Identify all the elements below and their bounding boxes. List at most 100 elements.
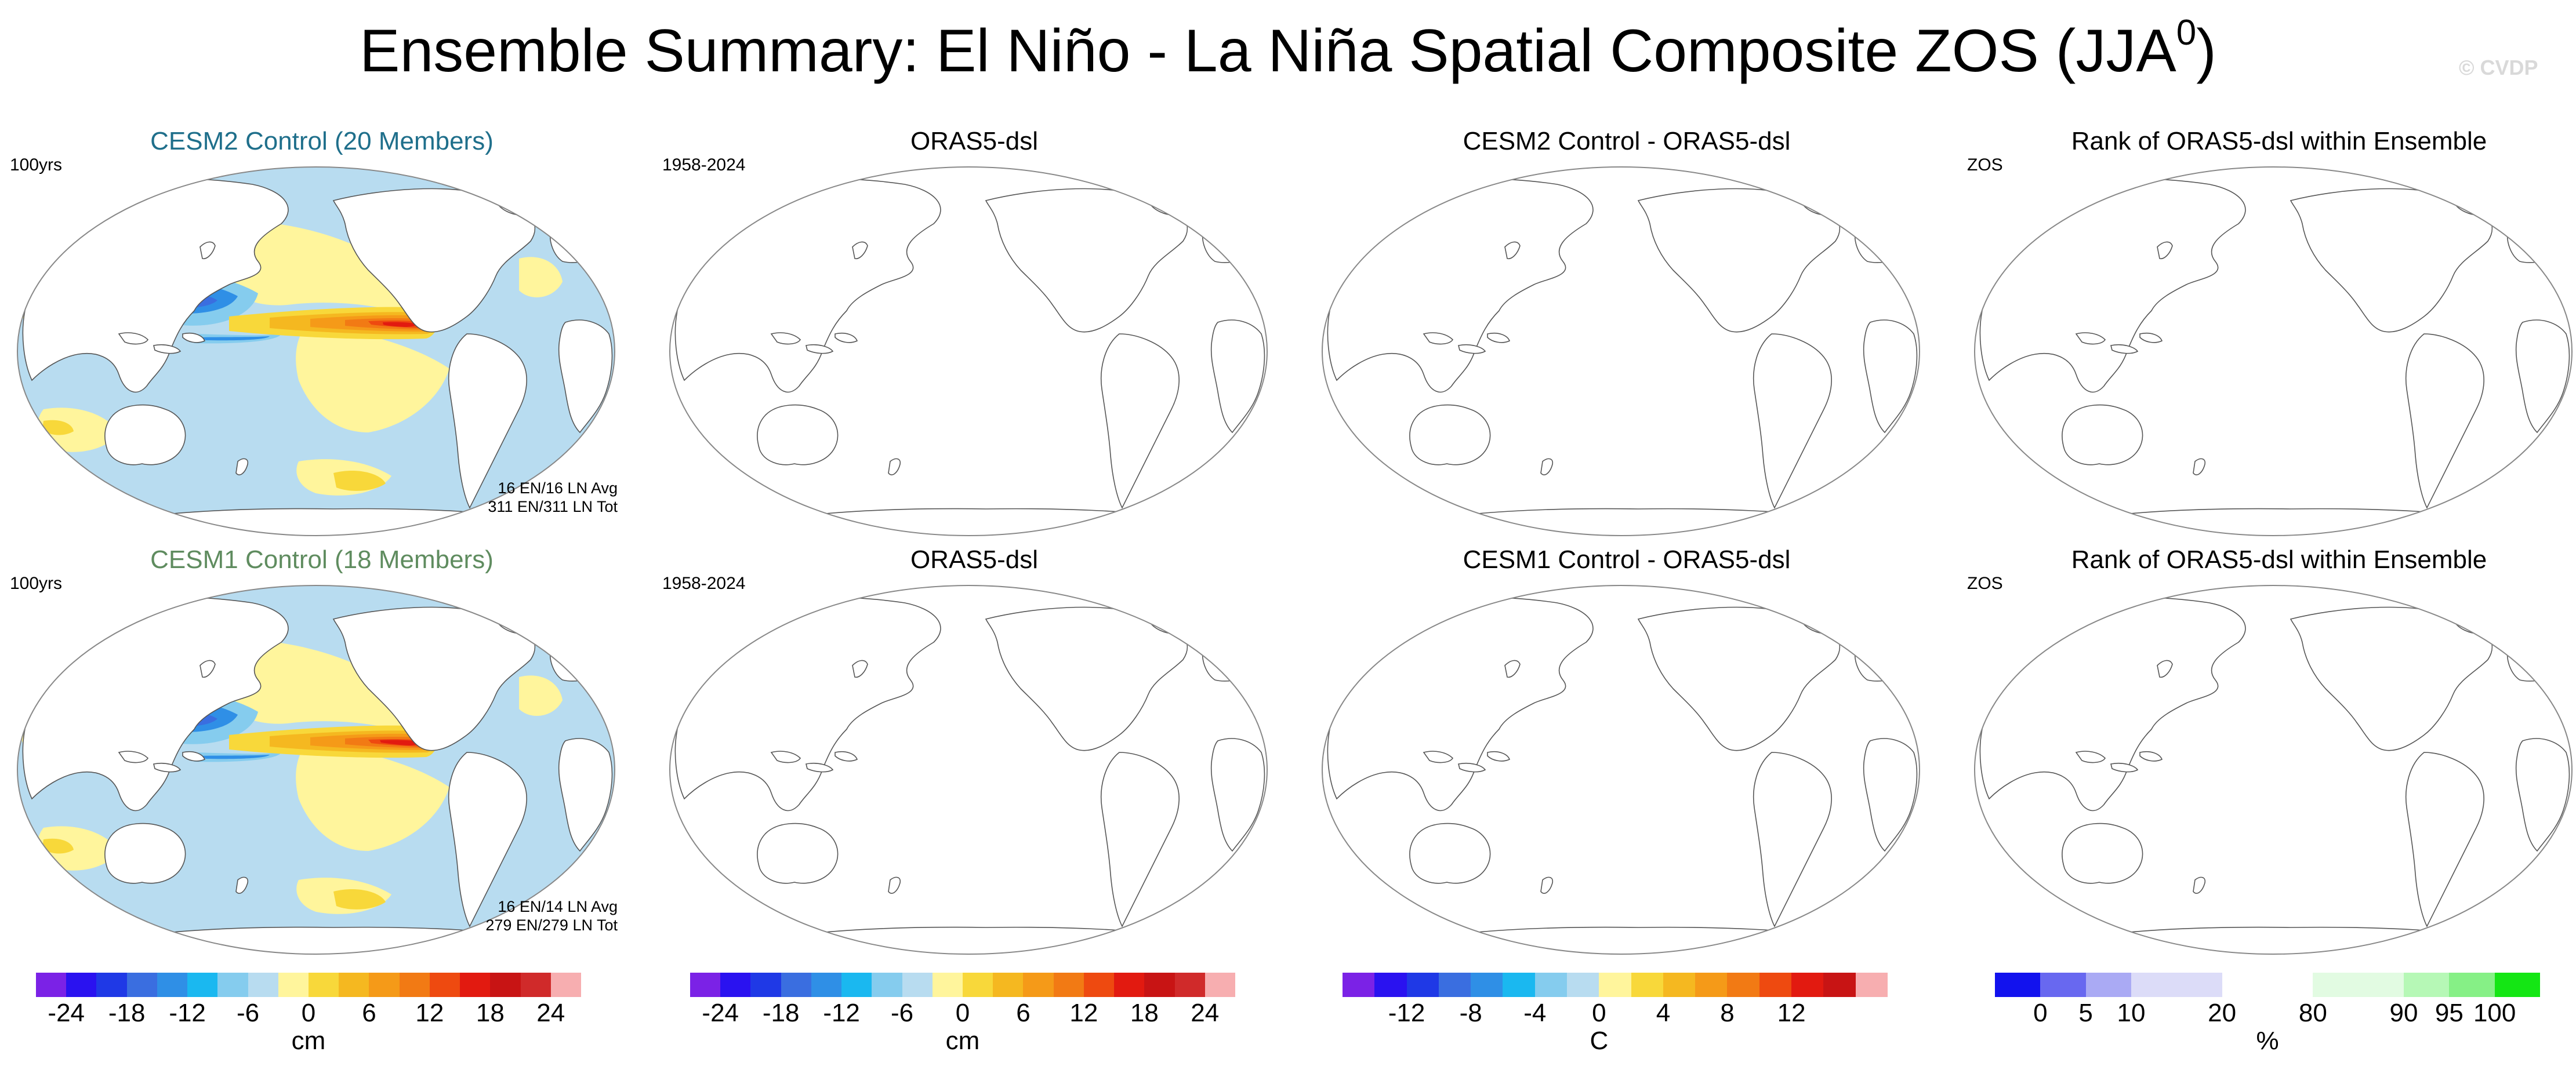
- continent-indonesia: [770, 332, 858, 354]
- colorbar-swatch: [1855, 973, 1888, 997]
- colorbar: -12 -8 -4 0 4 8 12 C: [1343, 973, 1888, 1060]
- map-svg: [1974, 585, 2573, 955]
- continent-nz: [1540, 458, 1554, 475]
- colorbar-swatch: [2358, 973, 2404, 997]
- map-svg: [17, 166, 615, 536]
- world-map: [1966, 579, 2576, 964]
- continent-japan: [199, 660, 216, 678]
- anomaly-contour: [200, 336, 270, 341]
- continent-nz: [235, 876, 249, 894]
- continent-nz: [2193, 876, 2206, 894]
- map-svg: [1322, 166, 1920, 536]
- colorbar-tick-label: 95: [2434, 999, 2463, 1027]
- anomaly-contour: [383, 322, 418, 327]
- colorbar-swatch: [550, 973, 581, 997]
- panel-title: ORAS5-dsl: [910, 127, 1039, 155]
- colorbar-unit-label: C: [1590, 1027, 1609, 1055]
- colorbar-swatch: [460, 973, 491, 997]
- colorbar-swatch: [902, 973, 933, 997]
- map-content: [672, 596, 1265, 954]
- colorbar-tick-label: 0: [2033, 999, 2048, 1027]
- colorbar-tick-label: -18: [108, 999, 146, 1027]
- colorbar-swatch: [1791, 973, 1824, 997]
- continent-africa: [558, 738, 613, 852]
- map-panel: CESM1 Control (18 Members) 100yrs 16 EN/14…: [9, 545, 635, 962]
- colorbar-swatch: [2040, 973, 2086, 997]
- colorbar-tick-label: 6: [362, 999, 376, 1027]
- colorbar-swatch: [2222, 973, 2267, 997]
- colorbar-tick-label: -4: [1523, 999, 1547, 1027]
- world-map: [661, 579, 1276, 964]
- panel-period-label: 1958-2024: [662, 574, 746, 593]
- globe-outline: [1322, 585, 1920, 955]
- continent-europe: [1854, 637, 1917, 682]
- colorbar-tick-label: -12: [1388, 999, 1425, 1027]
- continent-africa: [1210, 319, 1265, 434]
- colorbar-swatch: [2403, 973, 2450, 997]
- colorbar-swatch: [1114, 973, 1145, 997]
- continent-asia: [1976, 178, 2246, 393]
- colorbar-tick-label: 90: [2389, 999, 2418, 1027]
- panel-period-label: 100yrs: [10, 574, 63, 593]
- colorbar-swatches: [36, 973, 581, 997]
- colorbar-swatch: [66, 973, 97, 997]
- continent-nz: [888, 458, 901, 475]
- colorbar: -24 -18 -12 -6 0 6 12 18 24 cm: [690, 973, 1235, 1060]
- colorbar-swatch: [720, 973, 751, 997]
- colorbar-swatch: [1599, 973, 1631, 997]
- continent-southAmerica: [1753, 333, 1832, 509]
- colorbar-swatch: [1144, 973, 1175, 997]
- colorbar-swatch: [1663, 973, 1696, 997]
- anomaly-contour: [296, 322, 449, 432]
- continent-nz: [235, 458, 249, 475]
- colorbar-swatches: [1343, 973, 1888, 997]
- colorbar-swatch: [1204, 973, 1235, 997]
- figure-title-text: Ensemble Summary: El Niño - La Niña Spat…: [360, 17, 2176, 85]
- colorbar-tick-label: 80: [2298, 999, 2327, 1027]
- colorbar-swatch: [1083, 973, 1115, 997]
- continent-europe: [549, 637, 612, 682]
- colorbar-tick-label: -12: [169, 999, 206, 1027]
- colorbar-swatch: [36, 973, 67, 997]
- colorbar-swatch: [841, 973, 872, 997]
- figure-title-superscript: 0: [2176, 13, 2197, 53]
- colorbar-tick-label: 24: [1191, 999, 1220, 1027]
- colorbar-swatch: [278, 973, 309, 997]
- continent-europe: [1202, 637, 1264, 682]
- colorbar-swatch: [520, 973, 551, 997]
- colorbar-swatches: [1995, 973, 2540, 997]
- colorbar-swatch: [369, 973, 400, 997]
- continent-southAmerica: [1100, 333, 1180, 509]
- map-svg: [1322, 585, 1920, 955]
- continent-indonesia: [2075, 332, 2163, 354]
- colorbar-unit-label: %: [2256, 1027, 2279, 1055]
- colorbar-tick-label: 18: [1130, 999, 1159, 1027]
- continent-nz: [2193, 458, 2206, 475]
- globe-outline: [17, 166, 615, 536]
- colorbar-tick-label: 20: [2208, 999, 2237, 1027]
- anomaly-contour: [200, 755, 270, 759]
- world-map: [9, 160, 623, 545]
- anomaly-contour: [519, 257, 563, 297]
- colorbar-swatch: [339, 973, 369, 997]
- anomaly-contour: [333, 889, 386, 909]
- world-map: [1314, 160, 1928, 545]
- colorbar-swatch: [1343, 973, 1375, 997]
- colorbar-tick-label: -18: [762, 999, 800, 1027]
- anomaly-contour: [20, 459, 84, 488]
- colorbar-swatch: [1695, 973, 1728, 997]
- colorbar-swatch: [1174, 973, 1205, 997]
- continent-southAmerica: [448, 752, 527, 927]
- colorbar-swatch: [811, 973, 842, 997]
- panel-title: CESM1 Control (18 Members): [150, 545, 494, 574]
- colorbar-tick-label: -12: [823, 999, 860, 1027]
- globe-outline: [1974, 585, 2573, 955]
- colorbar-tick-label: 18: [476, 999, 505, 1027]
- continent-indonesia: [1423, 332, 1511, 354]
- colorbar-swatch: [96, 973, 127, 997]
- continent-indonesia: [118, 751, 206, 773]
- globe-outline: [669, 166, 1268, 536]
- anomaly-contour: [20, 878, 84, 907]
- colorbar-unit-label: cm: [945, 1027, 980, 1055]
- continent-africa: [1863, 319, 1918, 434]
